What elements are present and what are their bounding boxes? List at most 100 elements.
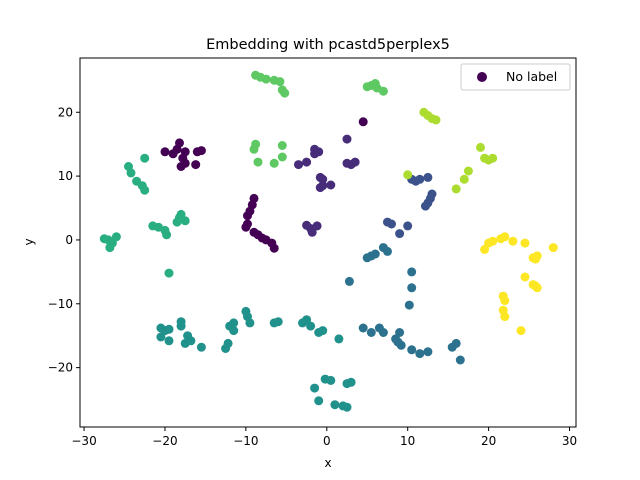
data-point [403,170,413,180]
data-point [407,267,417,277]
data-point [407,283,417,293]
data-point [180,216,190,226]
data-point [164,324,174,334]
data-point [315,183,325,193]
data-point [164,268,174,278]
data-point [196,342,206,352]
x-tick-label: −30 [71,434,96,448]
data-point [105,243,115,253]
data-point [175,138,184,148]
data-point [366,328,376,337]
data-point [180,158,190,168]
data-point [302,315,312,325]
data-point [395,328,405,337]
data-point [431,115,441,125]
data-point [261,74,271,84]
data-point [415,174,425,184]
x-axis-label: x [324,456,331,470]
legend-label: No label [506,69,557,84]
x-tick-label: 0 [323,434,331,448]
data-point [245,318,255,328]
data-point [396,340,406,350]
data-point [350,157,360,167]
data-point [421,201,430,211]
data-point [520,272,530,282]
data-point [307,227,317,237]
data-point [196,146,206,156]
data-point [423,347,433,357]
chart-title: Embedding with pcastd5perplex5 [206,37,450,53]
data-point [191,160,201,170]
data-point [140,185,150,195]
data-point [403,221,413,231]
data-point [531,281,540,291]
data-point [223,338,233,348]
data-point [488,236,498,246]
y-tick-label: 0 [65,233,73,247]
data-point [378,86,388,96]
data-point [162,230,172,240]
data-point [156,332,166,342]
data-point [383,246,392,256]
y-axis: −20 −10 0 10 20 [48,105,80,375]
y-tick-label: −10 [48,297,73,311]
data-point [387,219,396,229]
data-point [318,326,328,336]
data-point [404,300,414,310]
data-point [111,232,121,242]
data-point [500,312,510,322]
data-point [451,184,461,194]
points-layer [99,70,558,412]
data-point [548,243,558,253]
data-point [451,338,461,348]
data-point [455,355,465,365]
data-point [302,157,312,167]
data-point [476,142,485,152]
data-point [358,117,368,127]
data-point [395,229,405,239]
x-tick-label: 10 [400,434,415,448]
data-point [306,321,316,331]
data-point [342,134,352,144]
x-tick-label: −20 [152,434,177,448]
data-point [243,211,252,221]
data-point [334,334,344,344]
data-point [370,249,380,259]
x-tick-label: 30 [562,434,577,448]
data-point [164,336,174,346]
x-tick-label: 20 [481,434,496,448]
data-point [520,238,530,248]
data-point [358,323,368,333]
x-axis: −30 −20 −10 0 10 20 30 [71,427,577,448]
data-point [326,375,336,385]
data-point [415,349,425,359]
y-axis-label: y [22,238,36,245]
data-point [407,345,417,355]
data-point [463,166,473,176]
data-point [310,383,320,393]
data-point [326,180,336,190]
data-point [459,174,469,184]
data-point [531,254,540,264]
data-point [480,245,490,254]
data-point [140,153,150,163]
data-point [253,157,263,167]
data-point [508,236,518,246]
data-point [180,147,190,157]
data-point [500,232,510,242]
data-point [344,276,354,286]
data-point [314,396,324,406]
y-tick-label: −20 [48,361,73,375]
data-point [500,296,510,306]
data-point [160,147,170,157]
data-point [346,377,356,387]
legend-box [460,63,571,91]
data-point [277,152,287,162]
data-point [516,326,526,336]
legend-marker [477,72,487,82]
data-point [277,141,287,150]
data-point [273,317,283,327]
legend: No label [460,63,571,91]
plot-frame [79,57,577,428]
data-point [280,88,290,98]
